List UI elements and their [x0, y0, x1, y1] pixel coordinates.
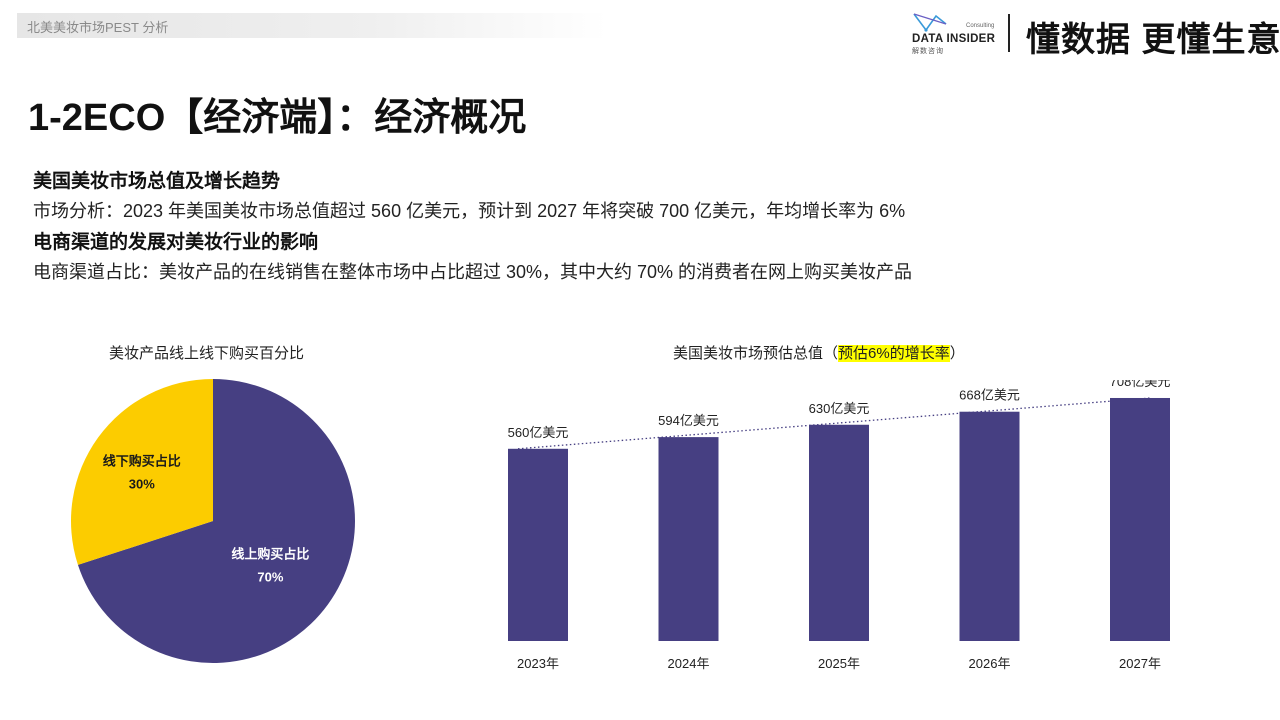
- bar-2026年: [959, 411, 1020, 641]
- pie-label-online: 线上购买占比: [231, 547, 309, 562]
- slogan-divider: [1008, 14, 1010, 52]
- pie-value-online: 70%: [257, 570, 283, 585]
- pie-value-offline: 30%: [129, 476, 155, 491]
- section-heading-ecommerce: 电商渠道的发展对美妆行业的影响: [33, 232, 319, 253]
- x-tick-label: 2024年: [668, 656, 710, 671]
- page-title: 1-2ECO【经济端】：经济概况: [28, 97, 527, 139]
- pie-slice-offline: [70, 379, 213, 565]
- section-label-bar: 北美美妆市场PEST 分析: [17, 13, 607, 38]
- bar-value-label: 630亿美元: [809, 401, 870, 416]
- bar-value-label: 560亿美元: [508, 425, 569, 440]
- section-heading-market: 美国美妆市场总值及增长趋势: [33, 171, 281, 192]
- logo-subtitle: 解数咨询: [912, 48, 944, 55]
- bar-value-label: 708亿美元: [1110, 380, 1171, 389]
- bar-value-label: 668亿美元: [959, 388, 1020, 403]
- section-text-ecommerce: 电商渠道占比：美妆产品的在线销售在整体市场中占比超过 30%，其中大约 70% …: [33, 262, 913, 282]
- x-tick-label: 2025年: [818, 656, 860, 671]
- pie-chart-title: 美妆产品线上线下购买百分比: [109, 345, 305, 362]
- pie-chart: 线上购买占比 70% 线下购买占比 30%: [70, 379, 355, 663]
- slogan: 懂数据 更懂生意: [1026, 21, 1280, 59]
- pie-label-offline: 线下购买占比: [103, 453, 181, 468]
- bar-chart-title-end: ）: [949, 345, 965, 362]
- section-text-market: 市场分析：2023 年美国美妆市场总值超过 560 亿美元，预计到 2027 年…: [33, 201, 906, 221]
- data-insider-logo: [913, 13, 947, 32]
- logo-consulting: Consulting: [966, 23, 995, 29]
- pie-slice-online: [77, 379, 355, 663]
- bar-chart: 560亿美元 2023年 594亿美元 2024年 630亿美元 2025年 668亿美元 2…: [508, 380, 1171, 671]
- bar-chart-title: 美国美妆市场预估总值（预估6%的增长率）: [673, 342, 965, 363]
- x-tick-label: 2023年: [517, 656, 559, 671]
- section-label: 北美美妆市场PEST 分析: [27, 20, 169, 35]
- bar-value-label: 594亿美元: [658, 413, 719, 428]
- x-tick-label: 2027年: [1119, 656, 1161, 671]
- bar-chart-title-highlight: 预估6%的增长率: [838, 345, 950, 362]
- bar-2027年: [1110, 397, 1170, 641]
- bar-chart-title-main: 美国美妆市场预估总值（: [673, 345, 839, 362]
- bar-2023年: [508, 448, 568, 641]
- logo-name: DATA INSIDER: [912, 33, 996, 45]
- x-tick-label: 2026年: [969, 656, 1011, 671]
- bar-2024年: [658, 437, 719, 641]
- bar-2025年: [809, 424, 869, 641]
- trend-line: [517, 397, 1151, 450]
